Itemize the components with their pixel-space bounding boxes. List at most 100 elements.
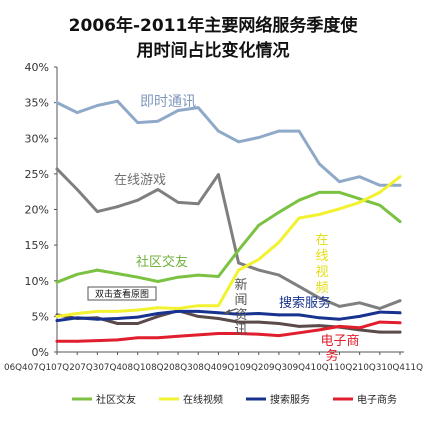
data-point-s0-10: [257, 136, 261, 139]
data-point-s6-12: [297, 324, 301, 328]
data-point-s4-15: [358, 314, 362, 318]
data-point-s4-9: [237, 312, 240, 316]
annotation-label-5: 搜索服务: [279, 295, 331, 311]
data-point-s4-12: [297, 313, 301, 317]
data-point-s0-0: [55, 101, 59, 105]
view-original-badge[interactable]: 双击查看原图: [87, 286, 157, 301]
series-line-5: [55, 320, 402, 343]
data-point-s4-16: [378, 310, 382, 314]
data-point-s0-6: [176, 109, 180, 112]
data-point-s1-17: [398, 299, 402, 303]
annotation-arrowhead: [224, 309, 230, 315]
data-point-s2-3: [116, 272, 119, 276]
data-point-s3-14: [338, 207, 341, 211]
data-point-s4-13: [317, 316, 321, 320]
data-point-s1-3: [116, 205, 119, 209]
data-point-s6-9: [237, 320, 240, 324]
data-point-s3-12: [297, 216, 301, 220]
data-point-s2-5: [156, 280, 160, 283]
data-point-s4-1: [75, 316, 79, 320]
data-point-s1-1: [75, 188, 79, 191]
y-tick-label: 5%: [32, 310, 49, 323]
data-point-s3-0: [55, 314, 59, 318]
data-point-s2-7: [196, 273, 200, 277]
data-point-s1-15: [358, 301, 362, 305]
data-point-s2-15: [358, 197, 362, 201]
data-point-s0-8: [217, 129, 220, 133]
data-point-s0-7: [196, 106, 200, 110]
y-tick-label: 35%: [25, 97, 49, 110]
data-point-s0-4: [136, 121, 140, 124]
data-point-s1-13: [317, 296, 321, 300]
data-point-s6-13: [317, 324, 321, 328]
legend-label-1: 在线视频: [183, 393, 223, 406]
data-point-s1-14: [338, 305, 341, 308]
data-point-s2-11: [277, 210, 281, 214]
data-point-s2-16: [378, 203, 382, 207]
legend-label-0: 社区交友: [96, 393, 136, 406]
annotation-label-3: 在线视频: [315, 233, 328, 296]
annotation-label-1: 在线游戏: [114, 173, 166, 188]
data-point-s4-7: [196, 309, 200, 313]
y-tick-label: 15%: [25, 239, 49, 252]
data-point-s4-5: [156, 312, 160, 315]
data-point-s1-7: [196, 202, 200, 206]
data-point-s3-2: [95, 309, 99, 313]
data-point-s2-14: [338, 191, 341, 194]
y-tick-label: 40%: [25, 61, 49, 74]
data-point-s2-17: [398, 220, 402, 224]
data-point-s5-1: [75, 339, 79, 343]
data-point-s3-16: [378, 191, 382, 194]
series-line-3: [55, 175, 402, 318]
data-point-s2-10: [257, 223, 261, 227]
data-point-s0-14: [338, 180, 341, 184]
data-point-s4-11: [277, 313, 281, 317]
series-line-1: [55, 167, 402, 310]
data-point-s3-4: [136, 308, 140, 312]
data-point-s2-4: [136, 275, 140, 279]
data-point-s0-3: [116, 99, 119, 103]
data-point-s3-7: [196, 304, 200, 308]
y-tick-label: 10%: [25, 275, 49, 288]
legend: 社区交友 在线视频 搜索服务 电子商务: [72, 393, 397, 406]
data-point-s4-10: [257, 312, 261, 315]
data-point-s5-9: [237, 332, 240, 335]
data-point-s0-15: [358, 175, 362, 179]
data-point-s5-6: [176, 334, 180, 338]
data-point-s5-16: [378, 320, 382, 324]
data-point-s6-10: [257, 320, 261, 324]
data-point-s5-13: [317, 328, 321, 332]
data-point-s1-5: [156, 188, 160, 191]
data-point-s3-9: [237, 268, 240, 272]
legend-label-2: 搜索服务: [270, 393, 310, 406]
data-point-s5-0: [55, 339, 59, 343]
data-point-s5-17: [398, 321, 402, 325]
annotation-label-4: 新闻资讯: [234, 277, 247, 338]
data-point-s1-2: [95, 210, 99, 214]
data-point-s4-0: [55, 319, 59, 323]
data-point-s1-11: [277, 273, 281, 277]
data-point-s0-12: [297, 129, 301, 133]
y-tick-label: 20%: [25, 204, 49, 217]
data-point-s0-17: [398, 183, 402, 187]
data-point-s3-3: [116, 309, 119, 313]
data-point-s1-12: [297, 285, 301, 288]
data-point-s3-5: [156, 306, 160, 310]
data-point-s6-5: [156, 314, 160, 318]
data-point-s3-15: [358, 200, 362, 204]
data-point-s6-4: [136, 322, 140, 325]
data-point-s5-5: [156, 336, 160, 340]
data-point-s3-11: [277, 240, 281, 244]
y-tick-label: 0%: [32, 346, 49, 359]
legend-label-3: 电子商务: [357, 393, 397, 406]
data-point-s1-16: [378, 307, 382, 310]
data-point-s1-0: [55, 167, 59, 171]
data-point-s4-14: [338, 317, 341, 321]
data-point-s0-1: [75, 111, 79, 114]
data-point-s4-3: [116, 317, 119, 320]
data-point-s5-4: [136, 336, 140, 340]
data-point-s4-8: [217, 311, 220, 315]
